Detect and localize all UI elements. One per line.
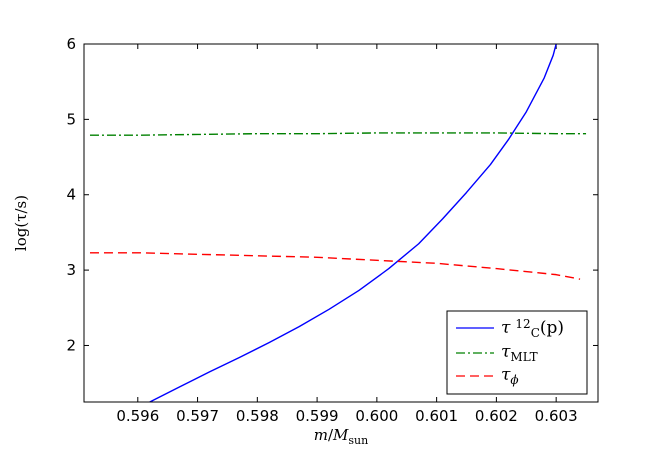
x-tick-label: 0.597 bbox=[176, 407, 219, 425]
series-tau-12c-line bbox=[149, 44, 557, 402]
x-axis-label-M: M bbox=[332, 426, 349, 444]
y-tick-label: 6 bbox=[66, 35, 76, 53]
legend-box bbox=[446, 310, 588, 395]
legend-label-tau-phi: τϕ bbox=[501, 365, 519, 387]
x-tick-label: 0.602 bbox=[475, 407, 518, 425]
x-axis-label-slash: / bbox=[328, 426, 334, 444]
y-axis-label: log(τ/s) bbox=[12, 195, 30, 251]
x-axis-label-m: m bbox=[314, 426, 328, 444]
x-tick-label: 0.600 bbox=[355, 407, 398, 425]
y-tick-label: 2 bbox=[66, 336, 76, 354]
x-tick-label: 0.598 bbox=[236, 407, 279, 425]
x-axis-label-sub: sun bbox=[348, 434, 368, 447]
y-tick-label: 5 bbox=[66, 110, 76, 128]
legend: τ 12C(p) τMLT τϕ bbox=[446, 310, 588, 395]
series-tau-mlt-line bbox=[89, 132, 587, 136]
series-tau-phi-line bbox=[89, 252, 581, 280]
y-tick-label: 4 bbox=[66, 186, 76, 204]
x-tick-label: 0.601 bbox=[415, 407, 458, 425]
legend-label-tau-mlt: τMLT bbox=[501, 342, 538, 364]
plot-frame bbox=[83, 43, 599, 403]
x-axis-label: m/Msun bbox=[314, 426, 368, 447]
x-tick-label: 0.596 bbox=[116, 407, 159, 425]
x-tick-label: 0.599 bbox=[296, 407, 339, 425]
y-tick-label: 3 bbox=[66, 261, 76, 279]
x-tick-label: 0.603 bbox=[535, 407, 578, 425]
legend-label-tau-12C: τ 12C(p) bbox=[501, 317, 564, 340]
